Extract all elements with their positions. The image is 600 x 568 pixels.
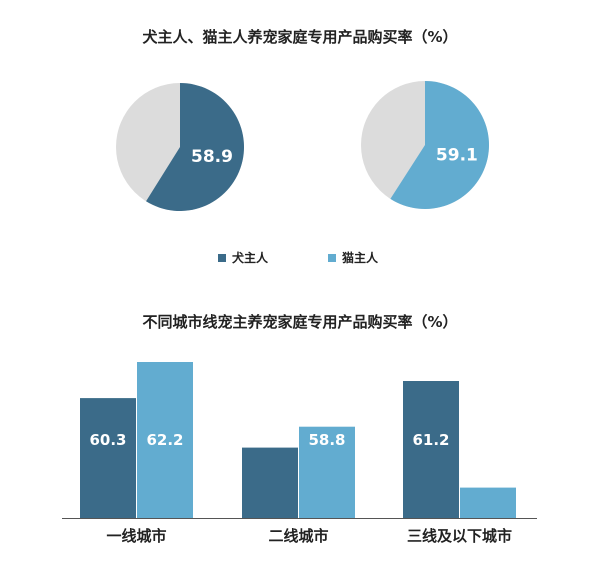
bar-1-1: [299, 426, 355, 518]
pie-slice-0: [146, 83, 245, 211]
legend-swatch-cat: [328, 253, 336, 262]
pie-value-label-0: 58.9: [191, 147, 233, 167]
bar-2-0: [403, 381, 459, 518]
bar-0-1: [137, 362, 193, 518]
bar-value-label-0-1: 62.2: [146, 431, 183, 449]
bar-value-label-2-1: 55.6: [469, 431, 506, 449]
bar-value-label-1-1: 58.8: [308, 431, 345, 449]
pie-value-label-1: 59.1: [436, 145, 478, 165]
bar-chart-title: 不同城市线宠主养宠家庭专用产品购买率（%）: [142, 313, 458, 331]
legend-label-dog: 犬主人: [232, 251, 269, 265]
category-label-2: 三线及以下城市: [407, 527, 512, 545]
legend-item-dog: 犬主人: [218, 249, 268, 266]
bar-0-0: [80, 398, 136, 518]
bar-1-0: [242, 447, 298, 518]
bar-2-1: [460, 487, 516, 518]
legend-label-cat: 猫主人: [342, 251, 379, 265]
bar-value-label-1-0: 57.7: [251, 431, 288, 449]
bar-value-label-2-0: 61.2: [412, 431, 449, 449]
category-label-0: 一线城市: [106, 527, 166, 545]
legend-item-cat: 猫主人: [328, 249, 378, 266]
pie-slice-1: [390, 81, 490, 209]
pie-chart-title: 犬主人、猫主人养宠家庭专用产品购买率（%）: [142, 28, 458, 46]
legend-swatch-dog: [218, 253, 226, 262]
category-label-1: 二线城市: [268, 527, 328, 545]
bar-value-label-0-0: 60.3: [89, 431, 126, 449]
